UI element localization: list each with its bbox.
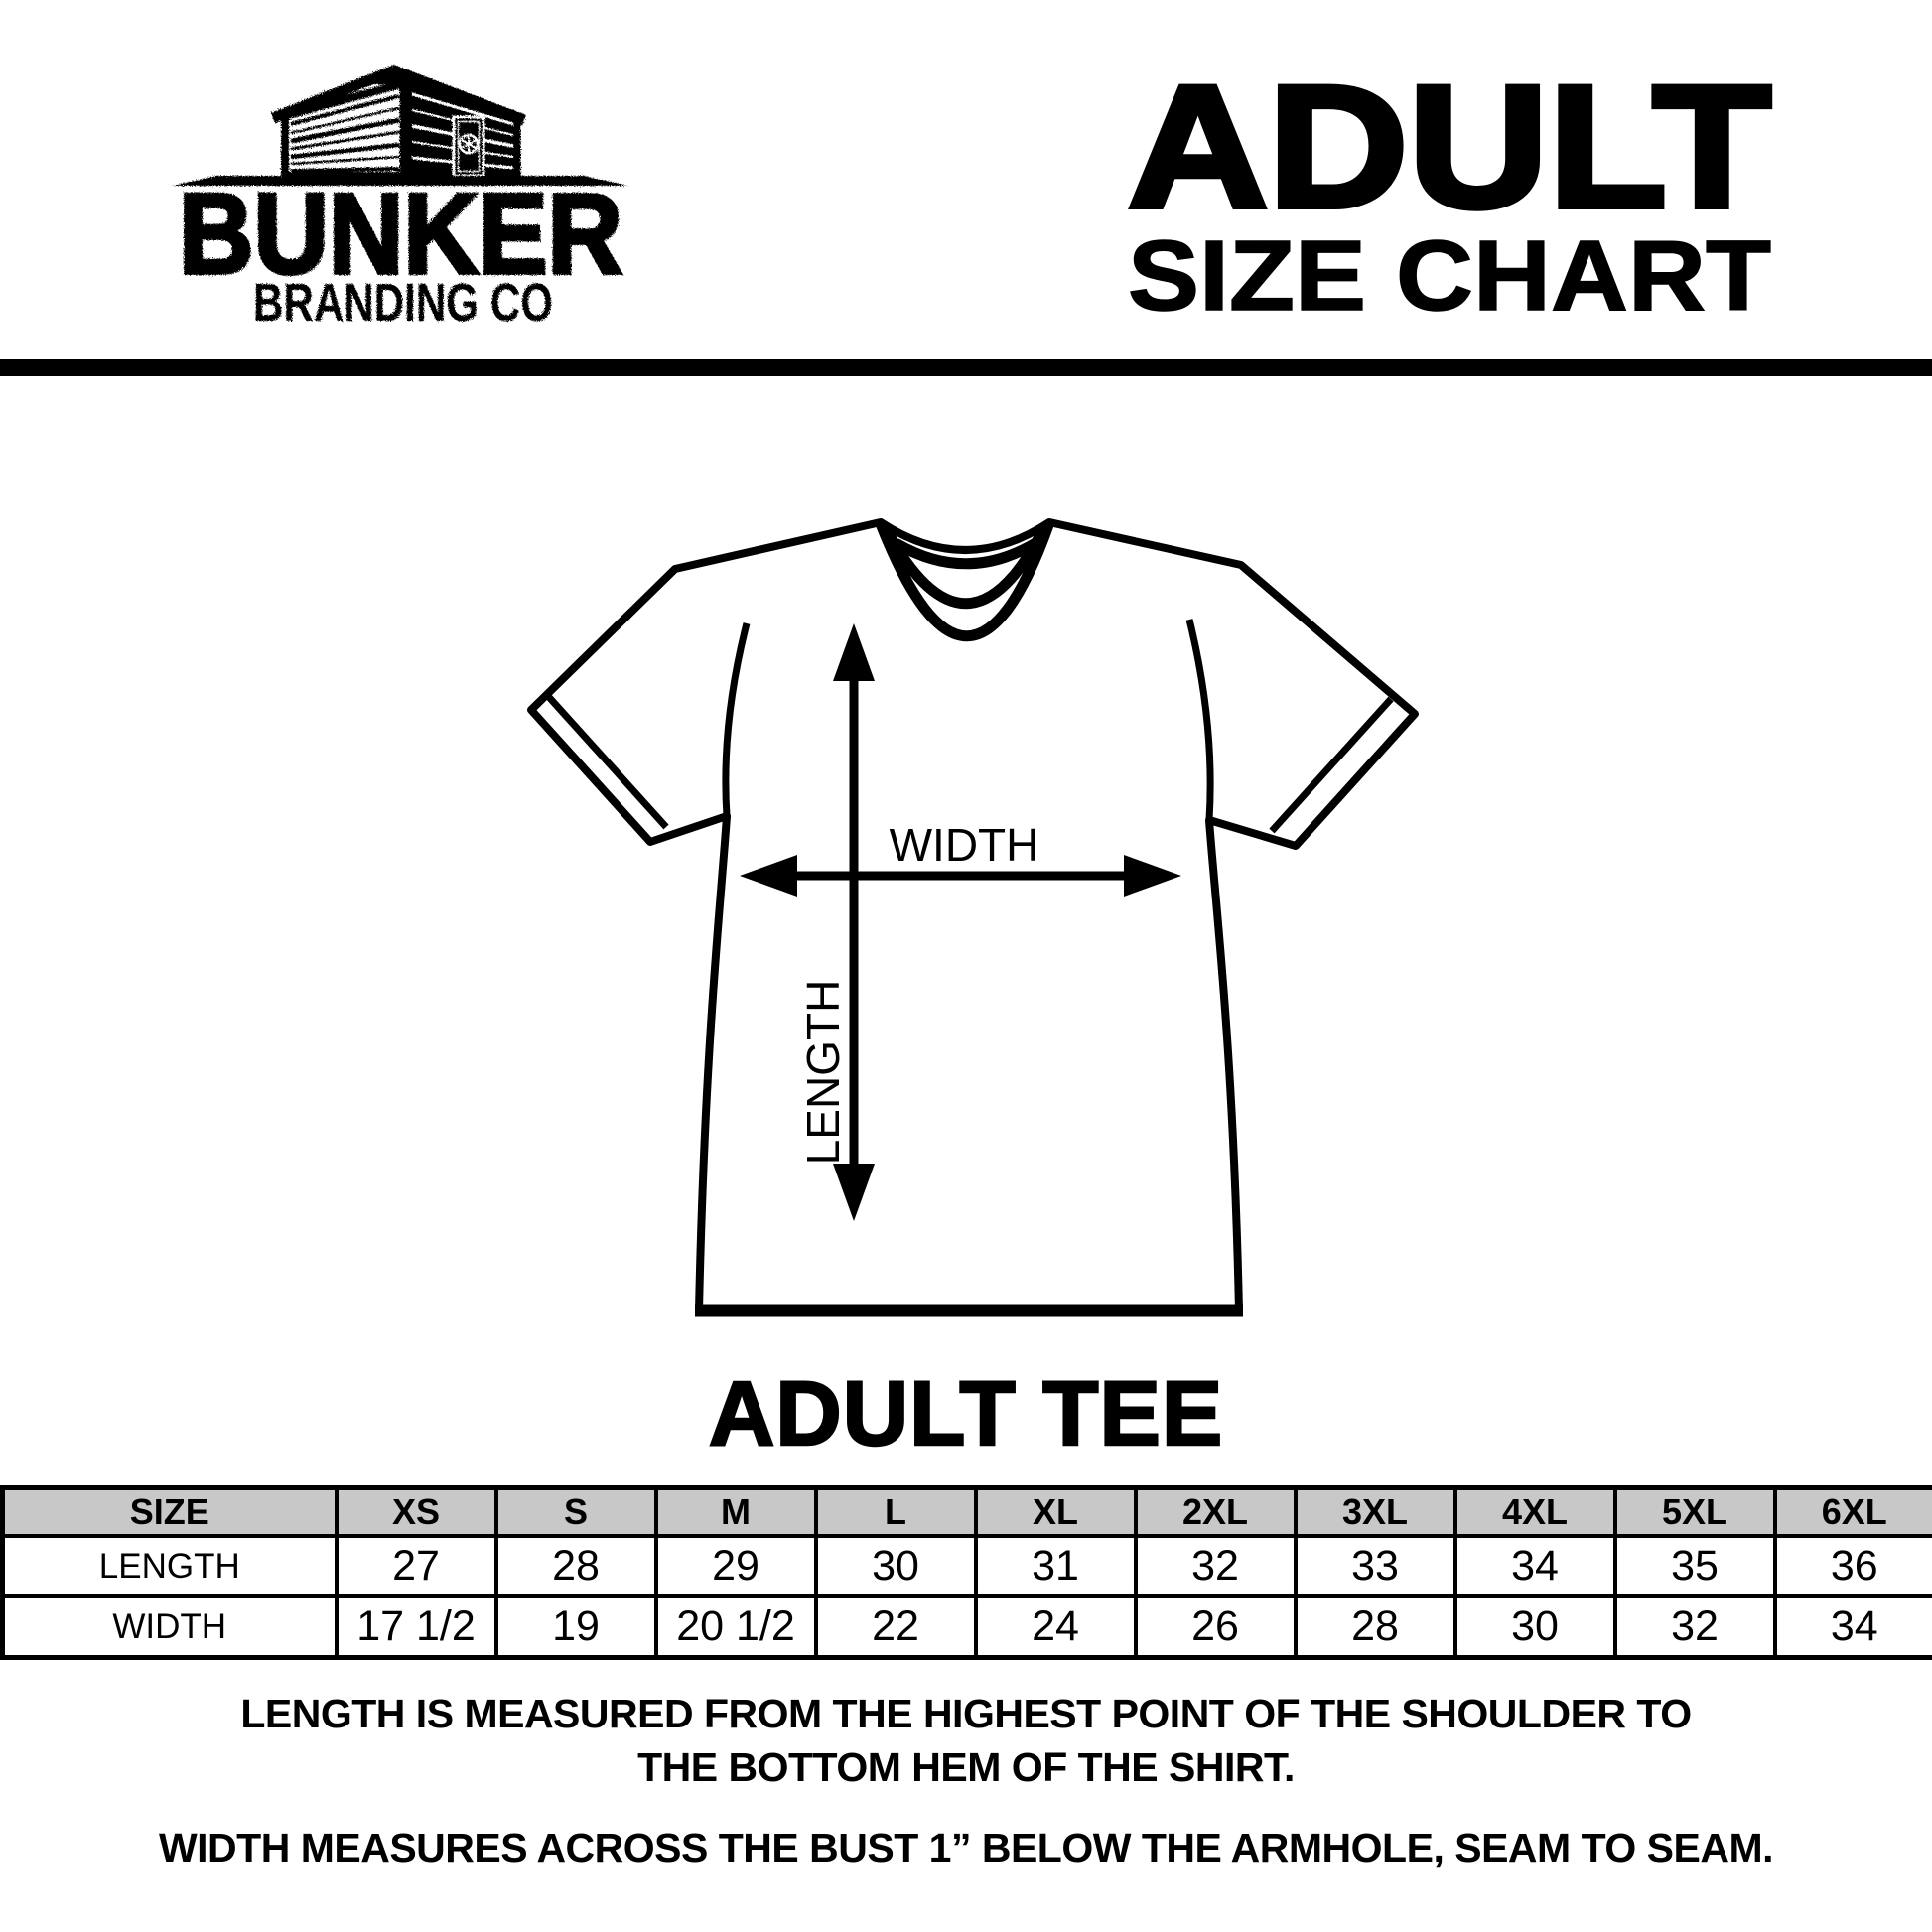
length-cell: 30 — [813, 1534, 978, 1598]
collar-lines — [876, 519, 1054, 642]
length-arrow — [833, 623, 875, 1221]
length-cell: 31 — [973, 1534, 1138, 1598]
row-label: WIDTH — [0, 1594, 339, 1660]
width-note: WIDTH MEASURES ACROSS THE BUST 1” BELOW … — [158, 1825, 1774, 1870]
length-cell: 35 — [1612, 1534, 1777, 1598]
header-cell: S — [493, 1485, 658, 1538]
length-note-line1: LENGTH IS MEASURED FROM THE HIGHEST POIN… — [240, 1691, 1692, 1736]
width-cell: 24 — [973, 1594, 1138, 1660]
header-cell: 2XL — [1133, 1485, 1298, 1538]
length-row: LENGTH 27 28 29 30 31 32 33 34 35 36 — [0, 1534, 1932, 1598]
width-cell: 30 — [1452, 1594, 1617, 1660]
row-label: LENGTH — [0, 1534, 339, 1598]
length-cell: 27 — [334, 1534, 498, 1598]
length-cell: 34 — [1452, 1534, 1617, 1598]
header-cell: 5XL — [1612, 1485, 1777, 1538]
cuff-stripes — [544, 692, 1394, 834]
width-cell: 19 — [493, 1594, 658, 1660]
length-label: LENGTH — [797, 980, 849, 1166]
title-line2: SIZE CHART — [1128, 220, 1771, 332]
bunker-building-icon — [172, 65, 628, 186]
brand-subtitle: BRANDING CO — [253, 273, 553, 323]
width-cell: 20 1/2 — [653, 1594, 818, 1660]
sleeve-seams — [722, 619, 1214, 821]
width-cell: 34 — [1772, 1594, 1932, 1660]
width-cell: 26 — [1133, 1594, 1298, 1660]
table-header-row: SIZE XS S M L XL 2XL 3XL 4XL 5XL 6XL — [0, 1485, 1932, 1538]
width-row: WIDTH 17 1/2 19 20 1/2 22 24 26 28 30 32… — [0, 1594, 1932, 1660]
width-cell: 22 — [813, 1594, 978, 1660]
length-cell: 36 — [1772, 1534, 1932, 1598]
title-line1: ADULT — [1128, 51, 1771, 244]
tee-outline — [527, 518, 1419, 1314]
brand-name: BUNKER — [179, 171, 622, 298]
length-note-line2: THE BOTTOM HEM OF THE SHIRT. — [637, 1744, 1295, 1790]
header-cell: 3XL — [1293, 1485, 1457, 1538]
header-cell: M — [653, 1485, 818, 1538]
page-title: ADULT SIZE CHART — [1125, 50, 1774, 333]
width-cell: 32 — [1612, 1594, 1777, 1660]
width-label: WIDTH — [890, 819, 1039, 871]
length-cell: 29 — [653, 1534, 818, 1598]
header-cell: L — [813, 1485, 978, 1538]
tee-diagram: WIDTH LENGTH — [527, 518, 1419, 1317]
length-cell: 33 — [1293, 1534, 1457, 1598]
width-cell: 28 — [1293, 1594, 1457, 1660]
header-cell: XS — [334, 1485, 498, 1538]
header-cell: SIZE — [0, 1485, 339, 1538]
header-cell: 6XL — [1772, 1485, 1932, 1538]
size-table: SIZE XS S M L XL 2XL 3XL 4XL 5XL 6XL LEN… — [0, 1485, 1932, 1660]
header-cell: 4XL — [1452, 1485, 1617, 1538]
brand-logo: BUNKER BRANDING CO — [172, 65, 628, 323]
length-cell: 32 — [1133, 1534, 1298, 1598]
vault-door-icon — [452, 115, 485, 178]
length-cell: 28 — [493, 1534, 658, 1598]
width-arrow — [740, 855, 1181, 897]
divider-bar — [0, 359, 1932, 376]
diagram-caption: ADULT TEE — [708, 1362, 1224, 1466]
header-cell: XL — [973, 1485, 1138, 1538]
width-cell: 17 1/2 — [334, 1594, 498, 1660]
